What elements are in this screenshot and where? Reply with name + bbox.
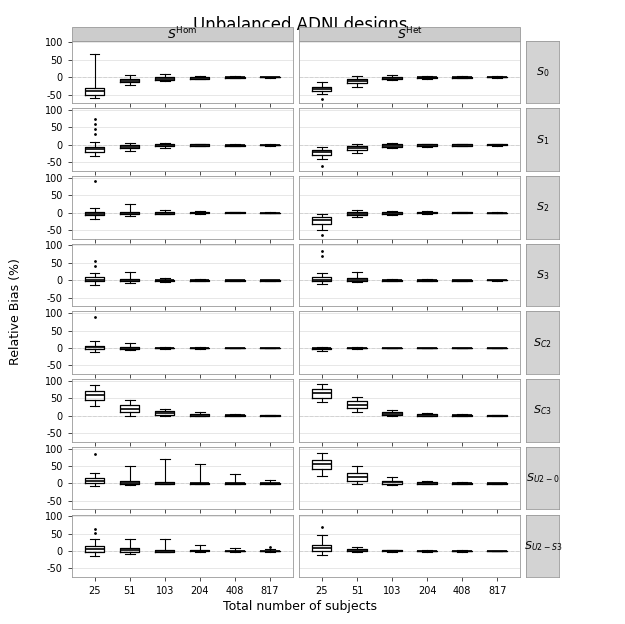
Text: $S_{C3}$: $S_{C3}$ (533, 404, 552, 417)
Text: $S_{U2-S3}$: $S_{U2-S3}$ (524, 539, 562, 553)
Text: $S_{2}$: $S_{2}$ (536, 200, 549, 214)
Text: Total number of subjects: Total number of subjects (223, 600, 377, 613)
Text: Unbalanced ADNI designs: Unbalanced ADNI designs (192, 16, 408, 34)
Text: $S^{\mathrm{Het}}$: $S^{\mathrm{Het}}$ (396, 26, 422, 42)
Text: $S^{\mathrm{Hom}}$: $S^{\mathrm{Hom}}$ (167, 26, 198, 42)
Text: $S_{3}$: $S_{3}$ (536, 268, 549, 282)
Text: $S_{1}$: $S_{1}$ (536, 133, 549, 147)
Text: Relative Bias (%): Relative Bias (%) (9, 258, 22, 366)
Text: $S_{0}$: $S_{0}$ (536, 65, 549, 79)
Text: $S_{U2-0}$: $S_{U2-0}$ (526, 471, 559, 485)
Text: $S_{C2}$: $S_{C2}$ (534, 336, 552, 349)
